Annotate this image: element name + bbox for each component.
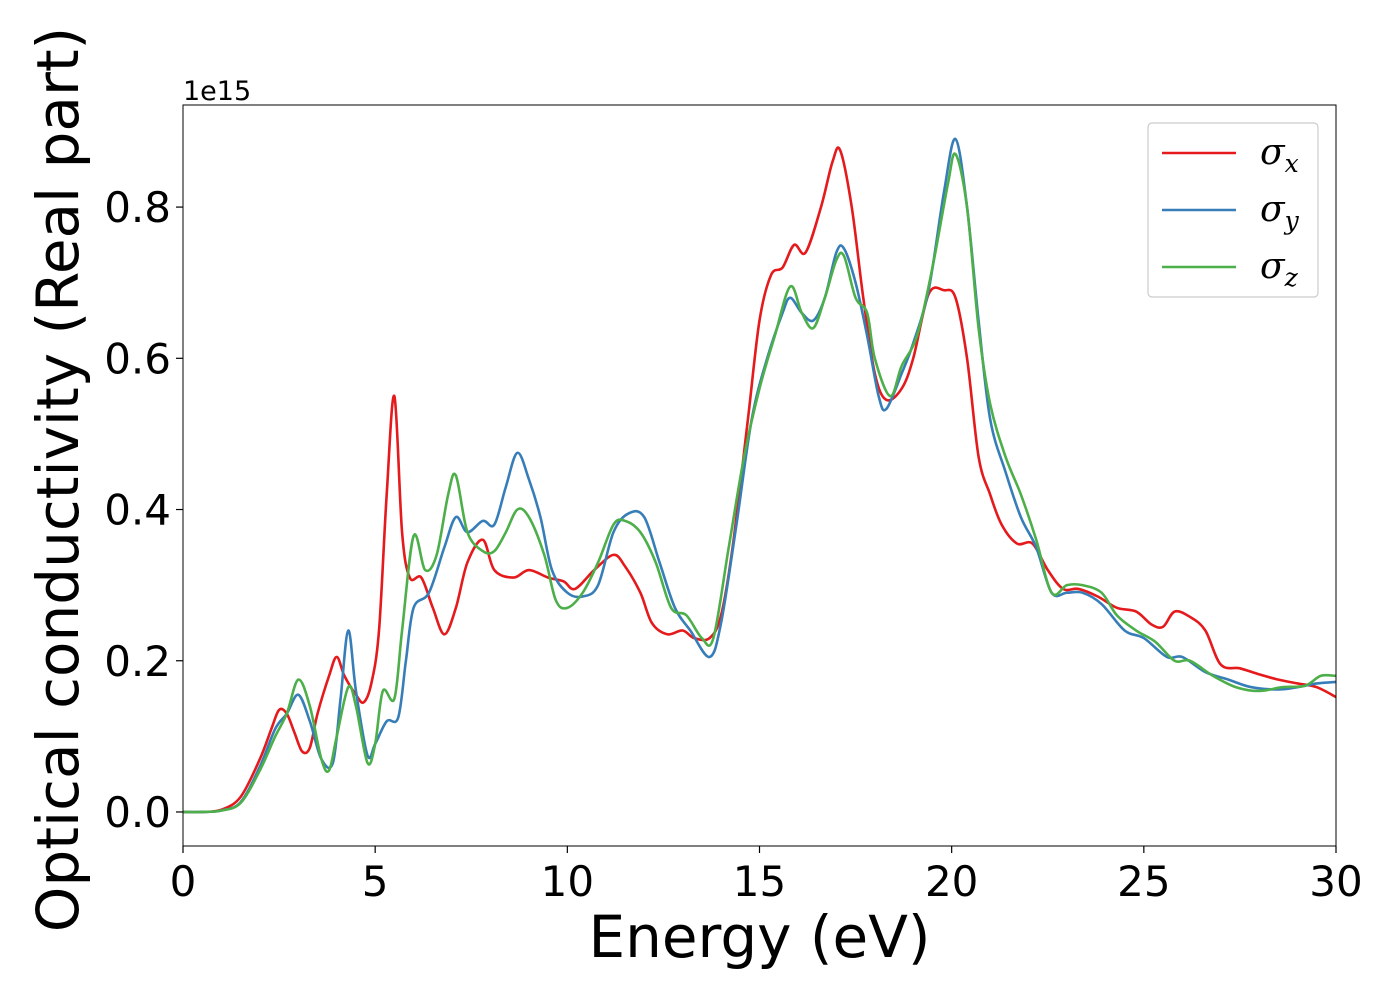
ticks-layer: 0 5 10 15 20 25 30 0.0 0.2 0.4 0.6 0.8: [104, 183, 1363, 906]
y-tick-label: 0.2: [104, 637, 171, 686]
y-tick-label: 0.0: [104, 788, 171, 837]
x-tick-label: 25: [1117, 857, 1170, 906]
legend-label-y: σy: [1260, 189, 1300, 235]
x-tick-label: 20: [925, 857, 978, 906]
series-layer: [183, 137, 1336, 814]
x-tick-label: 10: [541, 857, 594, 906]
plot-area: [183, 105, 1336, 846]
y-tick-label: 0.6: [104, 334, 171, 383]
y-axis-label: Optical conductivity (Real part): [24, 27, 92, 932]
series-line-z: [183, 152, 1336, 814]
y-tick-label: 0.4: [104, 486, 171, 535]
x-tick-label: 15: [733, 857, 786, 906]
x-tick-label: 0: [170, 857, 197, 906]
x-tick-label: 30: [1309, 857, 1362, 906]
offset-label: 1e15: [183, 76, 251, 107]
x-tick-label: 5: [362, 857, 389, 906]
x-axis-label: Energy (eV): [588, 903, 930, 971]
legend-label-z: σz: [1260, 246, 1299, 292]
y-tick-label: 0.8: [104, 183, 171, 232]
legend: σx σy σz: [1147, 122, 1319, 298]
legend-label-x: σx: [1260, 132, 1299, 178]
